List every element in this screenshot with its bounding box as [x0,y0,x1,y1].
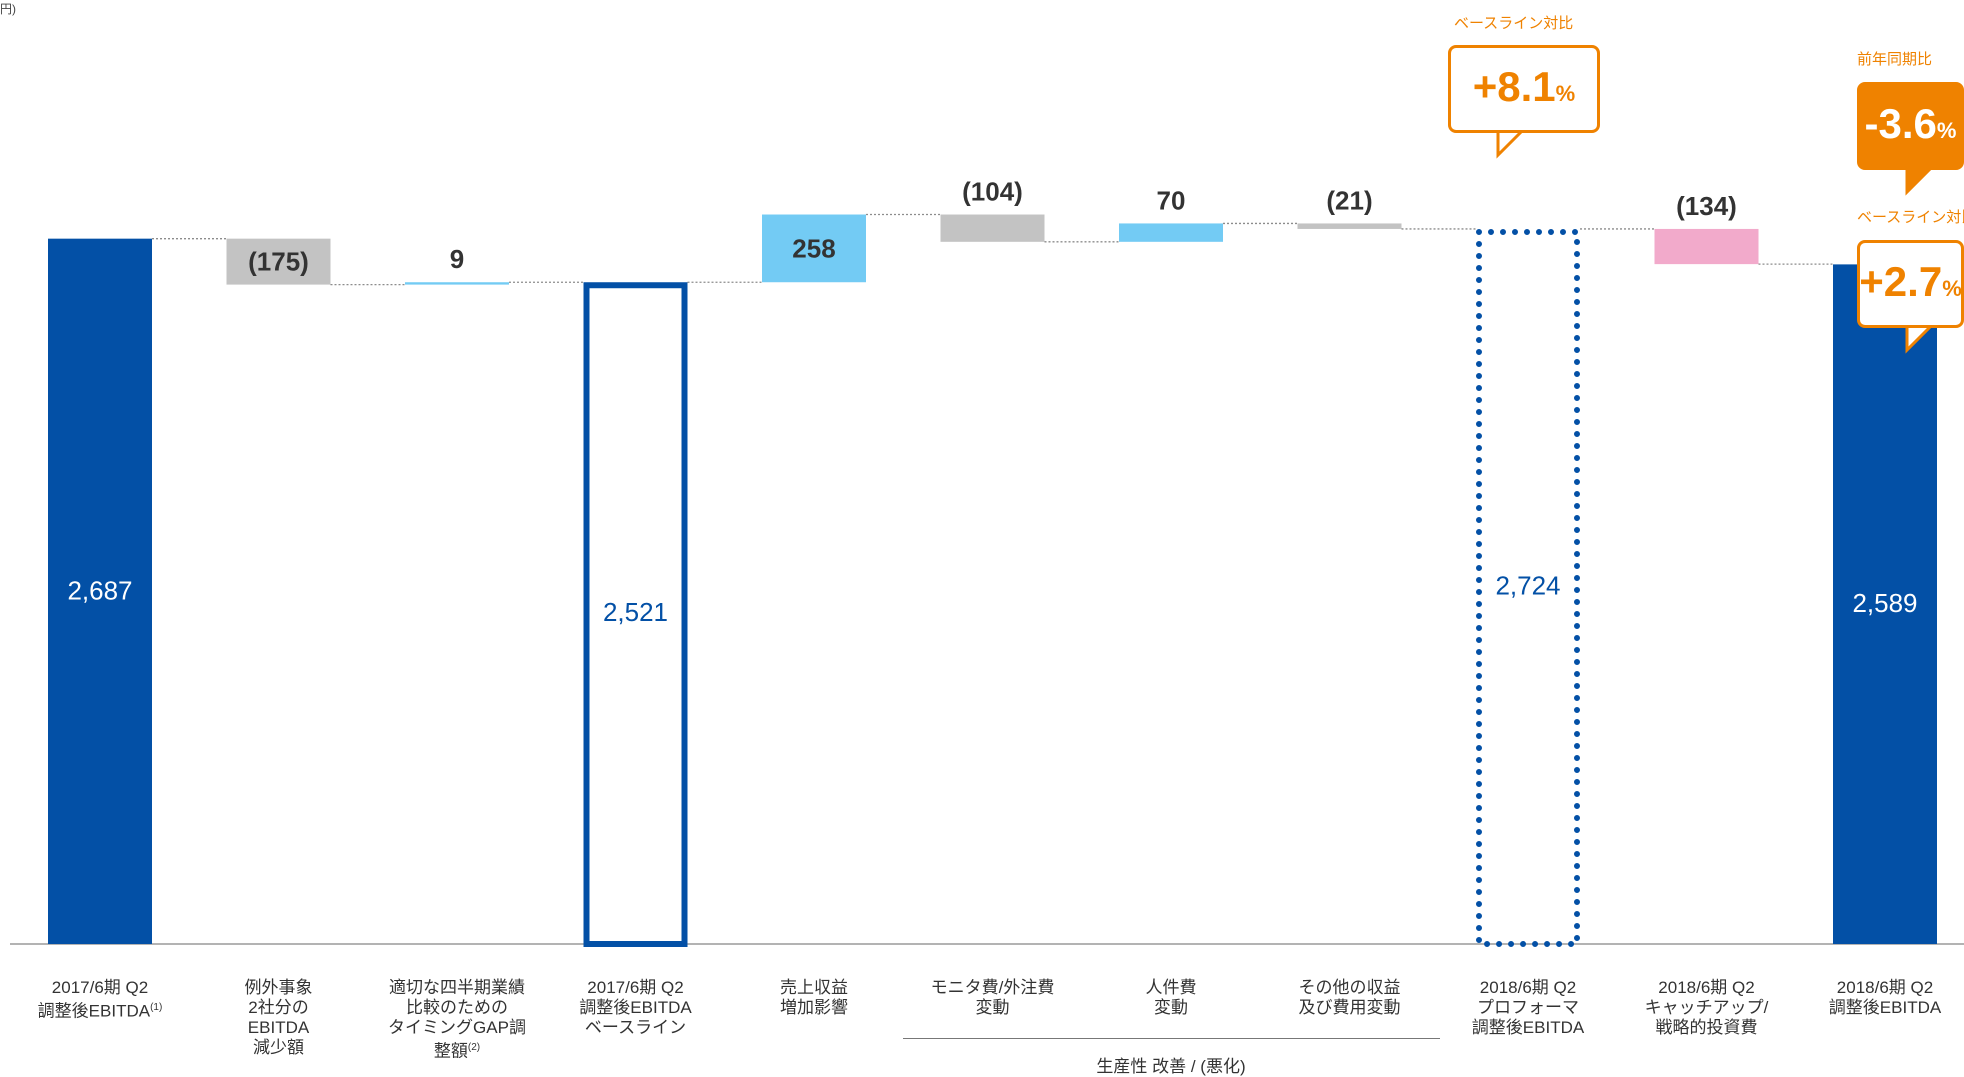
category-label: 例外事象 2社分の EBITDA 減少額 [244,978,313,1057]
callout-value: +2.7 [1859,258,1943,305]
callout-title: ベースライン対比 [1857,209,1964,226]
bar [583,282,688,947]
data-label: (134) [1676,191,1737,221]
bar [48,238,152,945]
bar [940,214,1045,242]
footnote-marker: (1) [150,1002,163,1013]
callout-title: 前年同期比 [1857,51,1933,68]
callout-box: +2.7% [1857,240,1964,328]
category-label: 2018/6期 Q2 キャッチアップ/ 戦略的投資費 [1644,978,1769,1037]
callout-title: ベースライン対比 [1454,15,1574,32]
unit-note: 円) [0,2,16,16]
callout-unit: % [1936,118,1957,143]
category-label: 2017/6期 Q2 調整後EBITDA(1) [37,978,163,1021]
callout-pointer [1905,166,1935,196]
data-label: (175) [248,247,309,277]
data-label: 2,724 [1495,570,1560,600]
bar [226,238,331,285]
callout-pointer [1496,129,1526,159]
data-label: (104) [962,177,1023,207]
data-label: 70 [1157,185,1186,215]
callout-box: +8.1% [1448,45,1600,133]
bar [1297,223,1402,229]
category-label: 人件費 変動 [1145,978,1197,1017]
bar [1833,264,1937,944]
data-label: 9 [450,244,464,274]
data-label: 2,521 [603,597,668,627]
callout-unit: % [1555,81,1576,106]
category-label: 2018/6期 Q2 プロフォーマ 調整後EBITDA [1471,978,1585,1037]
callout-value: +8.1 [1472,63,1556,110]
category-label: 2017/6期 Q2 調整後EBITDA ベースライン [579,978,692,1037]
bar [405,282,509,285]
callout-box: -3.6% [1857,82,1964,170]
category-label: モニタ費/外注費 変動 [930,978,1055,1017]
category-label: その他の収益 及び費用変動 [1298,978,1401,1017]
category-label: 適切な四半期業績 比較のための タイミングGAP調整額(2) [388,978,526,1061]
bar [1476,228,1580,947]
productivity-bracket-label: 生産性 改善 / (悪化) [1096,1057,1246,1076]
bar [762,214,866,283]
bar [1654,228,1759,265]
data-label: 2,589 [1852,588,1917,618]
footnote-marker: (2) [467,1042,481,1053]
callout-value: -3.6 [1864,100,1937,147]
productivity-bracket-line [902,1038,1440,1039]
data-label: 2,687 [67,575,132,605]
data-label: 258 [792,233,835,263]
category-label: 売上収益 増加影響 [780,978,848,1017]
data-label: (21) [1326,185,1372,215]
callout-unit: % [1942,276,1962,301]
category-label: 2018/6期 Q2 調整後EBITDA [1828,978,1942,1017]
bar [1119,223,1223,242]
